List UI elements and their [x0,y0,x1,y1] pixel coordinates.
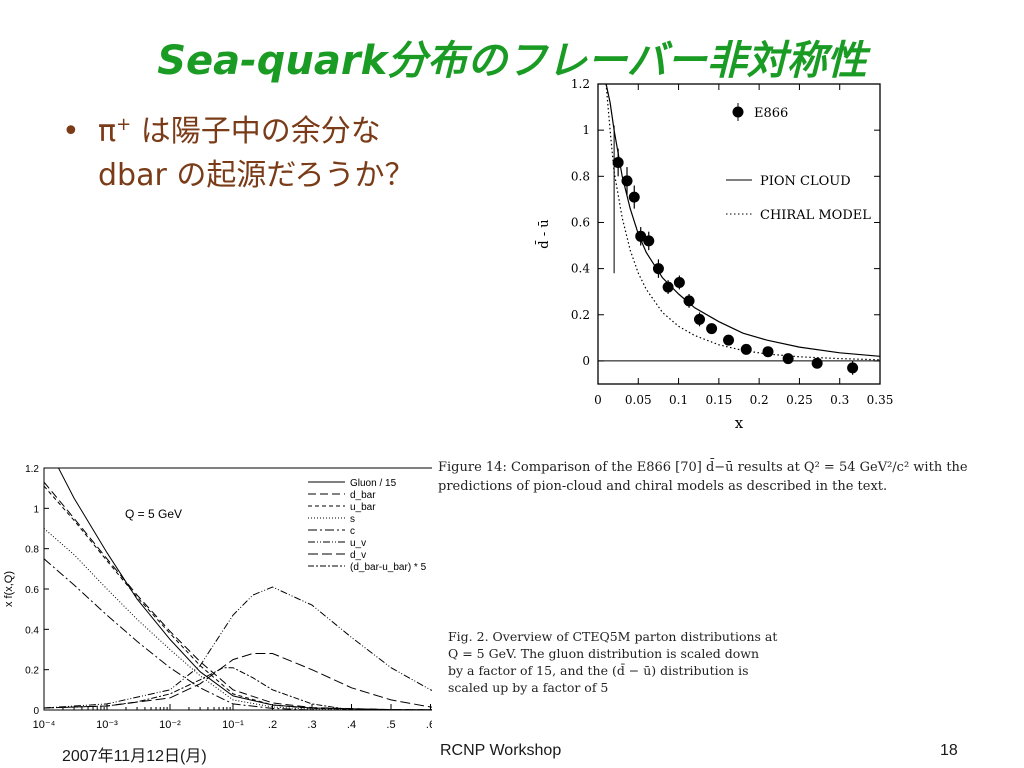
y-tick-label: 0 [33,706,39,717]
series-line [44,481,432,710]
footer-page-number: 18 [940,742,958,759]
bullet-line-1-text: は陽子中の余分な [131,114,381,149]
bullet-line-1: π+ は陽子中の余分な [98,110,381,154]
legend-label: s [350,514,355,525]
bullet-dot: • [62,114,80,149]
x-tick-label: .2 [268,719,277,731]
plot-frame [597,83,881,385]
legend-label: E866 [754,106,788,121]
x-tick-label: 0.15 [705,393,732,407]
series-line [44,586,432,709]
figure-14-caption: Figure 14: Comparison of the E866 [70] d… [438,460,968,494]
data-point [762,346,774,358]
y-tick-label: 0 [582,354,590,368]
x-tick-label: .4 [347,719,356,731]
series-line [44,558,313,710]
data-point [723,334,735,346]
x-tick-label: 0 [594,393,602,407]
legend-label: (d_bar-u_bar) * 5 [350,562,427,573]
data-point [694,313,706,325]
x-tick-label: 10⁻³ [96,719,118,731]
y-tick-label: 1.2 [25,464,39,475]
bullet-line-2: dbar の起源だろうか？ [98,158,415,193]
data-point [628,191,640,203]
x-tick-label: 10⁻¹ [222,719,244,731]
x-tick-label: .3 [307,719,316,731]
data-point [612,156,624,168]
series-line [44,667,352,710]
legend-label: u_v [350,538,366,549]
y-tick-label: 0.2 [25,666,39,677]
slide-title: Sea-quark分布のフレーバー非対称性 [157,38,867,84]
x-axis-label: x [735,414,744,432]
y-axis-label: x f(x,Q) [3,571,15,607]
x-tick-label: .6 [426,719,432,731]
y-tick-label: 1 [33,504,39,515]
y-tick-label: 0.6 [25,585,39,596]
series-line-pion-cloud [605,84,880,357]
footer-event: RCNP Workshop [440,742,562,759]
cteq5m-chart: 10⁻⁴10⁻³10⁻²10⁻¹.2.3.4.5.6.7.8x00.20.40.… [3,464,432,731]
figure-2-caption: Fig. 2. Overview of CTEQ5M parton distri… [448,629,778,695]
legend-label: u_bar [350,502,376,513]
x-tick-label: 0.3 [830,393,849,407]
x-tick-label: 0.35 [867,393,894,407]
y-tick-label: 0.6 [571,215,590,229]
legend-label: d_v [350,550,366,561]
data-point [643,235,655,247]
data-point [662,281,674,293]
x-tick-label: 10⁻² [159,719,181,731]
legend-label: d_bar [350,490,376,501]
x-tick-label: 0.2 [750,393,769,407]
x-tick-label: 0.25 [786,393,813,407]
y-tick-label: 0.4 [25,625,39,636]
series-line [58,468,432,710]
data-point [673,276,685,288]
footer-date: 2007年11月12日(月) [62,748,207,765]
data-point [683,295,695,307]
legend-label: PION CLOUD [760,174,851,189]
y-tick-label: 1.2 [571,77,590,91]
x-tick-label: 0.05 [625,393,652,407]
pi-charge: + [116,114,132,135]
y-tick-label: 0.8 [571,169,590,183]
data-point [706,323,718,335]
data-point [652,263,664,275]
series-line [44,485,432,710]
y-tick-label: 1 [582,123,590,137]
e866-chart: 0 0.05 0.1 0.15 0.2 0.25 0.3 0.35 0 0.2 0.4 0.6 0.8 1… [535,77,894,432]
y-tick-label: 0.2 [571,308,590,322]
x-tick-label: .5 [386,719,395,731]
data-point [811,357,823,369]
data-point [740,343,752,355]
y-tick-label: 0.4 [571,262,590,276]
series-line [44,653,432,709]
legend-label: c [350,526,355,537]
x-tick-label: 0.1 [669,393,688,407]
legend-label: Gluon / 15 [350,478,397,489]
x-tick-label: 10⁻⁴ [33,719,56,731]
q-annotation: Q = 5 GeV [125,507,182,521]
data-point [782,353,794,365]
y-axis-label: d̄ - ū [535,219,552,248]
pi-symbol: π [98,114,117,149]
legend-label: CHIRAL MODEL [760,208,871,223]
data-point [847,362,859,374]
series-line [44,528,392,710]
y-tick-label: 0.8 [25,545,39,556]
